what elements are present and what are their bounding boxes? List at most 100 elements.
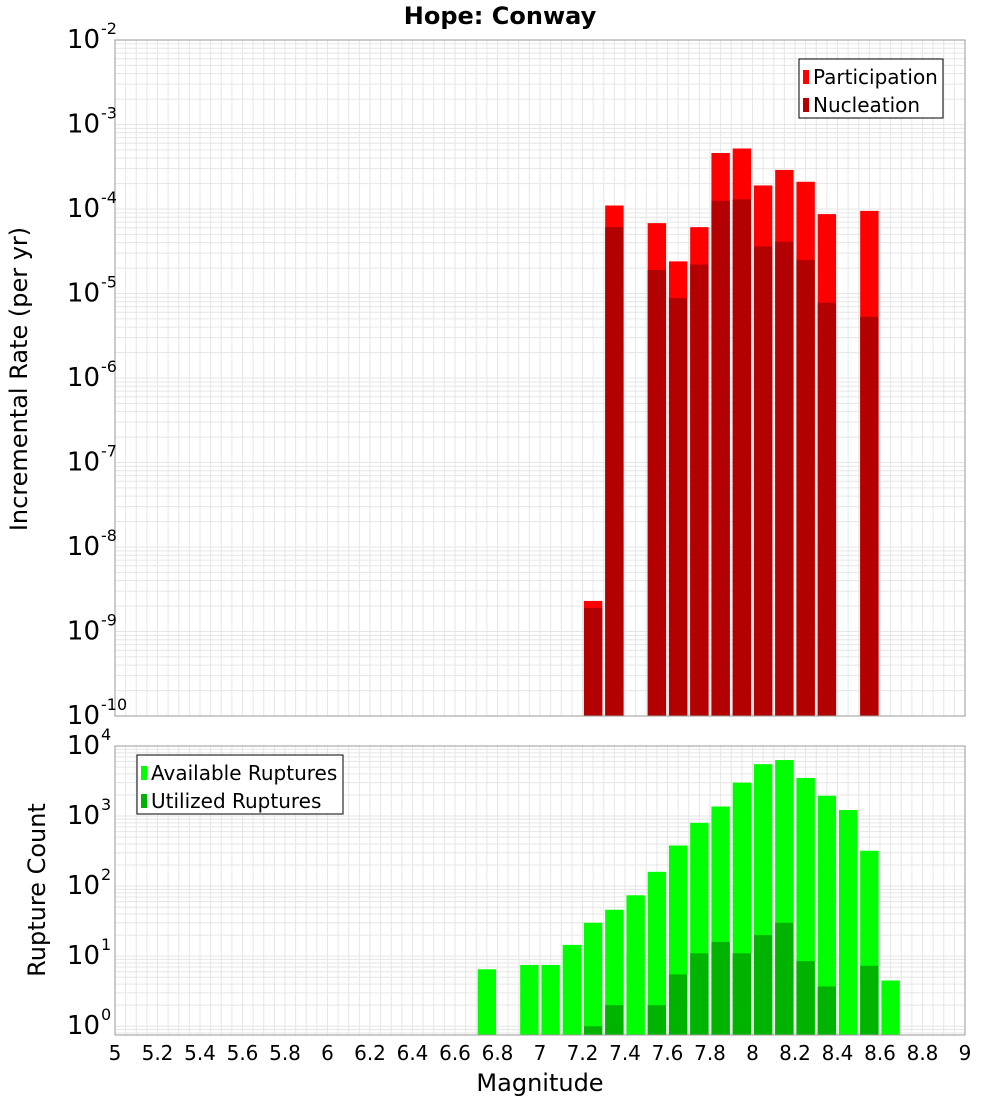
top-y-axis-title: Incremental Rate (per yr) xyxy=(5,227,33,531)
top-y-tick-exponent: -6 xyxy=(101,357,117,376)
bottom-y-tick-exponent: 4 xyxy=(101,725,111,744)
x-tick-label: 8.8 xyxy=(907,1041,939,1065)
bottom-plot-frame xyxy=(114,745,966,1036)
top-y-tick-base: 10 xyxy=(67,701,100,731)
nucleation-bar xyxy=(860,316,879,716)
utilized-ruptures-bar xyxy=(860,965,879,1035)
available-ruptures-bar xyxy=(562,944,582,1035)
utilized-ruptures-bar xyxy=(796,961,815,1035)
bottom-y-tick-exponent: 1 xyxy=(101,935,111,954)
utilized-ruptures-bar xyxy=(668,974,688,1035)
x-tick-label: 7.2 xyxy=(567,1041,599,1065)
top-y-tick-exponent: -2 xyxy=(101,19,117,38)
bottom-legend-swatch xyxy=(141,794,147,808)
nucleation-bar xyxy=(605,227,624,716)
nucleation-bar xyxy=(690,264,709,716)
x-tick-label: 8.4 xyxy=(822,1041,854,1065)
utilized-ruptures-bar xyxy=(690,953,709,1035)
bottom-y-tick-base: 10 xyxy=(67,1011,100,1041)
x-tick-label: 8.6 xyxy=(864,1041,896,1065)
x-tick-label: 7.8 xyxy=(694,1041,726,1065)
top-legend-swatch xyxy=(803,98,809,112)
available-ruptures-bar xyxy=(817,795,837,1035)
nucleation-bar xyxy=(668,298,688,716)
x-tick-label: 5.6 xyxy=(227,1041,259,1065)
available-ruptures-bar xyxy=(520,964,539,1035)
x-tick-label: 5 xyxy=(109,1041,122,1065)
utilized-ruptures-bar xyxy=(605,1005,624,1035)
utilized-ruptures-bar xyxy=(647,1005,667,1035)
bottom-legend-box xyxy=(136,754,344,815)
available-ruptures-bar xyxy=(605,909,624,1035)
bottom-y-tick-exponent: 2 xyxy=(101,865,111,884)
top-y-tick-base: 10 xyxy=(67,363,100,393)
top-y-tick-base: 10 xyxy=(67,448,100,478)
top-legend-box xyxy=(798,58,944,119)
x-tick-label: 5.8 xyxy=(269,1041,301,1065)
x-tick-label: 6.8 xyxy=(482,1041,514,1065)
bottom-y-tick-base: 10 xyxy=(67,731,100,761)
nucleation-bar xyxy=(775,241,794,716)
available-ruptures-bar xyxy=(647,871,667,1035)
nucleation-bar xyxy=(753,246,773,716)
utilized-ruptures-bar xyxy=(753,935,773,1035)
utilized-ruptures-bar xyxy=(817,986,837,1035)
x-tick-label: 7 xyxy=(534,1041,547,1065)
bottom-y-tick-exponent: 0 xyxy=(101,1005,111,1024)
x-tick-label: 6.4 xyxy=(397,1041,429,1065)
bottom-y-tick-exponent: 3 xyxy=(101,795,111,814)
available-ruptures-bar xyxy=(583,922,603,1035)
x-tick-label: 8.2 xyxy=(779,1041,811,1065)
top-y-tick-exponent: -9 xyxy=(101,611,117,630)
x-tick-label: 5.4 xyxy=(184,1041,216,1065)
x-tick-label: 7.4 xyxy=(609,1041,641,1065)
nucleation-bar xyxy=(647,269,667,716)
x-tick-label: 5.2 xyxy=(142,1041,174,1065)
x-tick-label: 7.6 xyxy=(652,1041,684,1065)
bottom-legend: Available Ruptures Utilized Ruptures xyxy=(136,754,344,815)
x-tick-label: 6 xyxy=(321,1041,334,1065)
x-tick-label: 8 xyxy=(746,1041,759,1065)
x-tick-label: 6.6 xyxy=(439,1041,471,1065)
top-y-tick-base: 10 xyxy=(67,110,100,140)
top-y-tick-exponent: -7 xyxy=(101,442,117,461)
top-y-tick-exponent: -8 xyxy=(101,526,117,545)
top-y-tick-base: 10 xyxy=(67,194,100,224)
utilized-ruptures-bar xyxy=(711,941,730,1035)
bottom-y-tick-base: 10 xyxy=(67,801,100,831)
utilized-ruptures-bar xyxy=(732,953,752,1035)
available-ruptures-bar xyxy=(838,810,858,1035)
bottom-legend-label: Available Ruptures xyxy=(151,761,337,785)
bottom-y-tick-base: 10 xyxy=(67,871,100,901)
top-y-tick-exponent: -3 xyxy=(101,104,117,123)
top-legend-label: Participation xyxy=(813,65,938,89)
bottom-legend-label: Utilized Ruptures xyxy=(151,789,321,813)
bottom-legend-swatch xyxy=(141,766,147,780)
top-y-tick-base: 10 xyxy=(67,25,100,55)
available-ruptures-bar xyxy=(881,980,900,1035)
top-y-tick-exponent: -10 xyxy=(101,695,127,714)
top-y-tick-exponent: -4 xyxy=(101,188,117,207)
bottom-y-axis-title: Rupture Count xyxy=(23,803,51,977)
frames-layer xyxy=(114,39,966,1036)
top-legend-label: Nucleation xyxy=(813,93,920,117)
nucleation-bar xyxy=(711,200,730,717)
bottom-y-tick-base: 10 xyxy=(67,941,100,971)
nucleation-bar xyxy=(817,302,837,716)
bars-layer xyxy=(477,148,900,1035)
top-legend-swatch xyxy=(803,70,809,84)
available-ruptures-bar xyxy=(477,969,497,1035)
top-y-tick-exponent: -5 xyxy=(101,273,117,292)
legends-layer: Participation Nucleation Available Rupture… xyxy=(136,58,944,815)
x-tick-label: 6.2 xyxy=(354,1041,386,1065)
x-tick-label: 9 xyxy=(959,1041,972,1065)
top-legend: Participation Nucleation xyxy=(798,58,944,119)
top-y-tick-base: 10 xyxy=(67,532,100,562)
x-axis-title: Magnitude xyxy=(476,1069,603,1097)
nucleation-bar xyxy=(732,199,752,717)
available-ruptures-bar xyxy=(541,964,560,1035)
available-ruptures-bar xyxy=(626,895,645,1035)
